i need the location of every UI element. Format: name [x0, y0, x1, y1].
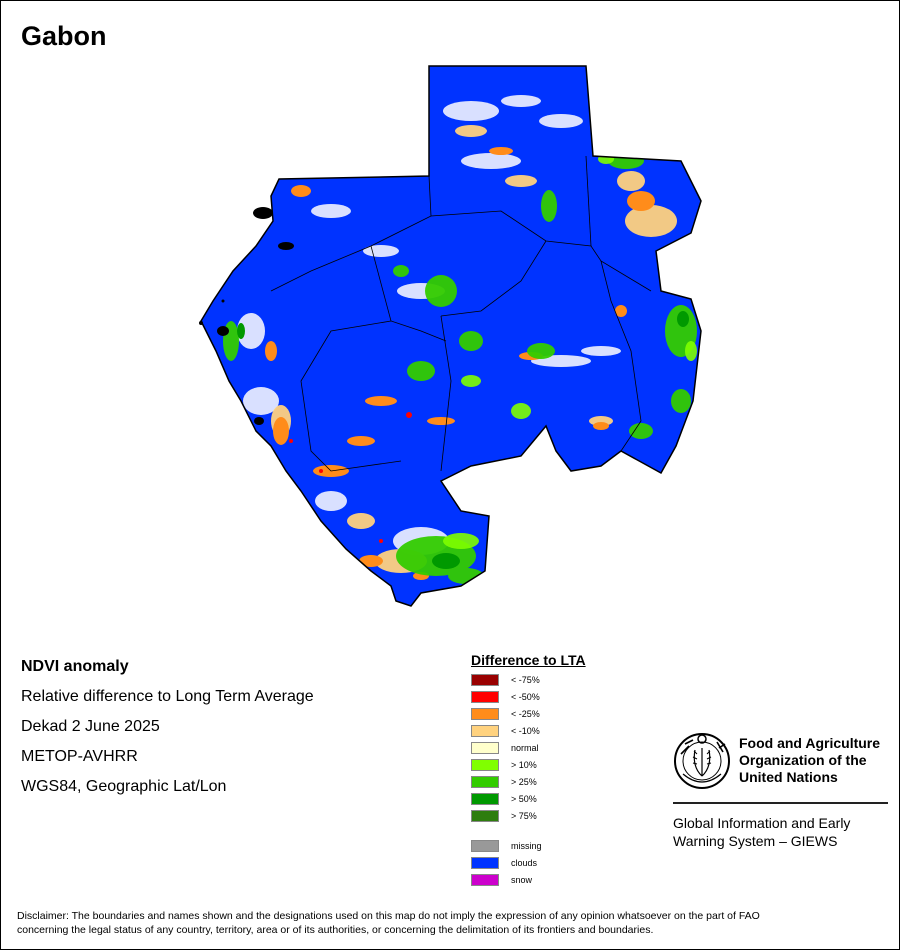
legend-item: normal	[471, 741, 586, 758]
product-description: Relative difference to Long Term Average	[21, 688, 314, 705]
fao-organization-name: Food and Agriculture Organization of the…	[739, 735, 881, 785]
legend-item: > 25%	[471, 775, 586, 792]
legend-item: < -10%	[471, 724, 586, 741]
disclaimer: Disclaimer: The boundaries and names sho…	[17, 910, 760, 936]
product-name: NDVI anomaly	[21, 658, 129, 675]
map-legend: Difference to LTA < -75% < -50% < -25% < -1…	[471, 652, 586, 890]
map-info-block: NDVI anomaly Relative difference to Long…	[21, 657, 314, 807]
legend-label: snow	[511, 875, 533, 885]
fao-logo	[673, 732, 731, 795]
legend-label: > 50%	[511, 794, 537, 804]
legend-label: clouds	[511, 858, 538, 868]
legend-swatch	[471, 874, 499, 886]
legend-swatch	[471, 759, 499, 771]
legend-title: Difference to LTA	[471, 652, 586, 668]
legend-swatch	[471, 810, 499, 822]
legend-swatch	[471, 776, 499, 788]
legend-item: > 10%	[471, 758, 586, 775]
giews-name: Global Information and Early Warning Sys…	[673, 815, 851, 849]
legend-swatch	[471, 674, 499, 686]
legend-label: < -50%	[511, 692, 540, 702]
legend-item: < -50%	[471, 690, 586, 707]
product-sensor: METOP-AVHRR	[21, 748, 138, 765]
legend-item: snow	[471, 873, 586, 890]
legend-item: clouds	[471, 856, 586, 873]
legend-label: missing	[511, 841, 542, 851]
legend-swatch	[471, 742, 499, 754]
coastal-islands	[199, 207, 294, 425]
legend-item: missing	[471, 839, 586, 856]
province-boundaries	[270, 155, 652, 472]
legend-item: > 50%	[471, 792, 586, 809]
product-projection: WGS84, Geographic Lat/Lon	[21, 778, 227, 795]
legend-item: > 75%	[471, 809, 586, 826]
map-title: Gabon	[21, 21, 107, 51]
legend-swatch	[471, 793, 499, 805]
legend-swatch	[471, 708, 499, 720]
legend-swatch	[471, 725, 499, 737]
legend-swatch	[471, 840, 499, 852]
fao-divider	[673, 802, 888, 804]
legend-item: < -25%	[471, 707, 586, 724]
ndvi-raster	[201, 66, 701, 606]
legend-label: normal	[511, 743, 539, 753]
legend-label: > 75%	[511, 811, 537, 821]
product-period: Dekad 2 June 2025	[21, 718, 160, 735]
ndvi-anomaly-map	[191, 61, 711, 616]
legend-label: < -25%	[511, 709, 540, 719]
gabon-map-graphic	[199, 65, 702, 607]
legend-item: < -75%	[471, 673, 586, 690]
country-outline	[200, 65, 702, 607]
legend-label: > 25%	[511, 777, 537, 787]
legend-label: < -10%	[511, 726, 540, 736]
legend-label: < -75%	[511, 675, 540, 685]
legend-swatch	[471, 691, 499, 703]
legend-swatch	[471, 857, 499, 869]
legend-label: > 10%	[511, 760, 537, 770]
